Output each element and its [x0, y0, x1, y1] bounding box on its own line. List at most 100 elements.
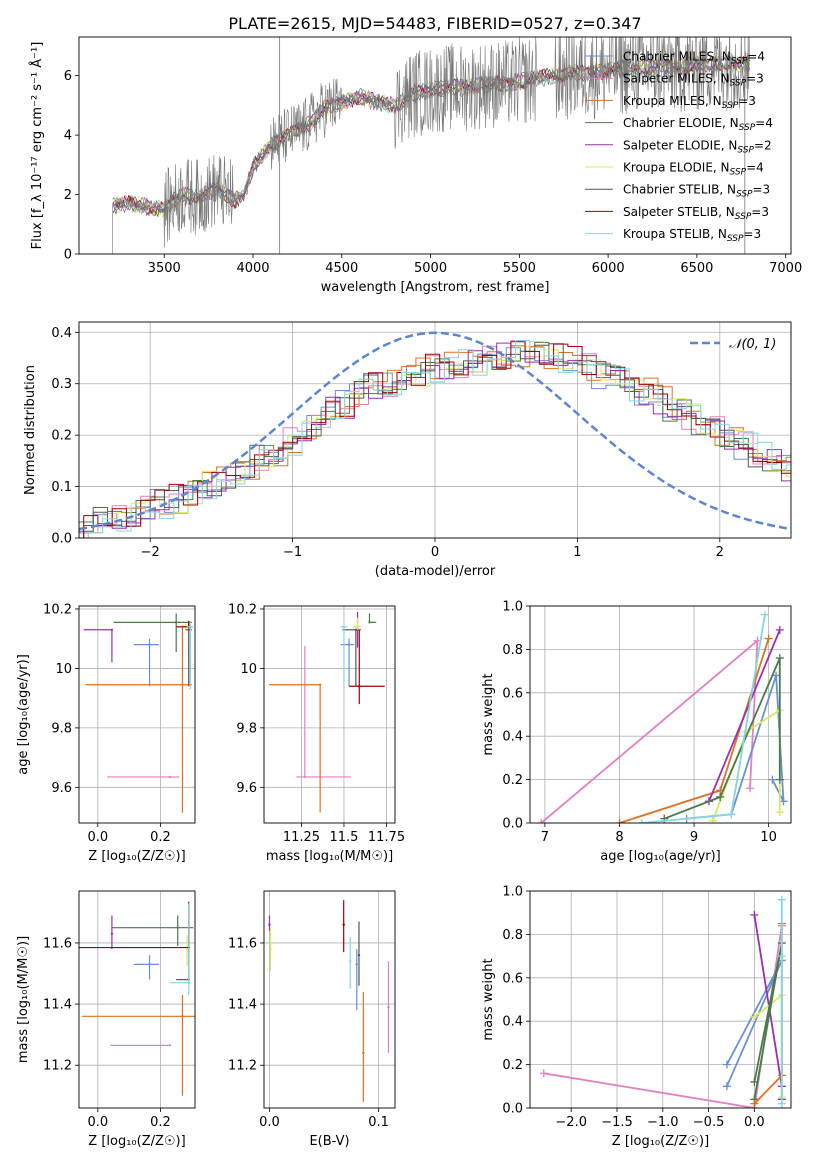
y-tick-label: 9.6: [51, 781, 72, 796]
y-tick-label: 1.0: [502, 885, 523, 900]
weight-marker: [745, 784, 754, 793]
legend-entry: Chabrier STELIB, NSSP=3: [623, 183, 770, 200]
histogram-series: [83, 342, 791, 538]
legend-entry: Salpeter STELIB, NSSP=3: [623, 205, 769, 222]
x-tick-label: 1: [573, 545, 581, 560]
y-tick-label: 0.0: [502, 817, 523, 832]
x-tick-label: 0.1: [368, 1115, 389, 1130]
y-axis-label: mass weight: [481, 673, 496, 755]
weight-marker: [727, 810, 736, 819]
data-spectrum: [112, 37, 750, 254]
chart-ebv_vs_mass: 0.0 0.1 11.2 11.4 11.6 E(B-V): [228, 890, 396, 1149]
x-axis-label: age [log₁₀(age/yr)]: [600, 849, 721, 864]
x-tick-label: 4000: [236, 261, 269, 276]
x-tick-label: 3500: [148, 261, 181, 276]
y-tick-label: 10.2: [228, 602, 257, 617]
y-tick-label: 10.2: [43, 602, 72, 617]
errorbar-point: [168, 775, 172, 779]
x-tick-label: 9: [690, 830, 698, 845]
weight-marker: [768, 775, 777, 784]
y-tick-label: 0.2: [502, 1058, 523, 1073]
chart-residuals: −2 −1 0 1 2 0.0 0.1 0.2 0.3 0.4 (data-model)/error…: [23, 321, 792, 579]
errorbar-point: [148, 643, 151, 646]
y-axis-label: Normed distribution: [23, 365, 38, 495]
y-tick-label: 11.6: [228, 936, 257, 951]
errorbar-point: [362, 1051, 365, 1055]
errorbar-point: [342, 625, 346, 629]
normal-curve: [79, 331, 791, 531]
x-tick-label: 4500: [325, 261, 358, 276]
plot-area: [83, 613, 194, 813]
figure-title: PLATE=2615, MJD=54483, FIBERID=0527, z=0…: [228, 14, 641, 33]
chart-z_vs_mass: 0.0 0.2 11.2 11.4 11.6 Z [log₁₀(Z/Z☉)] mass [l…: [16, 890, 196, 1149]
errorbar-point: [187, 981, 190, 984]
y-tick-label: 0.4: [502, 1015, 523, 1030]
x-tick-label: 10: [760, 830, 777, 845]
weight-marker: [775, 625, 784, 634]
x-tick-label: 11.75: [368, 830, 405, 845]
y-tick-label: 2: [64, 188, 72, 203]
weight-marker: [537, 819, 546, 823]
x-tick-label: 0.0: [87, 1115, 108, 1130]
y-tick-label: 10: [240, 662, 257, 677]
x-tick-label: 0.0: [744, 1115, 765, 1130]
weight-marker: [637, 819, 646, 823]
x-axis-label: wavelength [Angstrom, rest frame]: [321, 280, 550, 295]
x-tick-label: 0.2: [150, 830, 171, 845]
errorbar-point: [269, 947, 272, 951]
legend-entry: Kroupa STELIB, NSSP=3: [623, 227, 761, 244]
y-tick-label: 0.8: [502, 643, 523, 658]
x-tick-label: 7: [541, 830, 549, 845]
y-tick-label: 1.0: [502, 600, 523, 615]
y-tick-label: 11.2: [43, 1059, 72, 1074]
weight-marker: [539, 1069, 548, 1078]
plot-area: [112, 37, 751, 254]
chart-spectrum: 3500 4000 4500 5000 5500 6000 6500 7000 0 2 4 6 wave…: [29, 36, 802, 295]
x-tick-label: 0.0: [259, 1115, 280, 1130]
weight-marker: [779, 797, 788, 806]
y-tick-label: 6: [64, 69, 72, 84]
errorbar-point: [347, 643, 351, 646]
y-tick-label: 0.4: [502, 730, 523, 745]
errorbar-point: [354, 628, 358, 631]
errorbar-point: [181, 683, 184, 686]
histogram-series: [87, 340, 791, 538]
axes-frame: [529, 605, 792, 824]
x-axis-label: Z [log₁₀(Z/Z☉)]: [88, 849, 185, 864]
errorbar-point: [187, 628, 190, 631]
y-tick-label: 0: [64, 248, 72, 263]
x-tick-label: 0.2: [150, 1115, 171, 1130]
y-tick-label: 11.4: [43, 998, 72, 1013]
errorbar-point: [168, 1044, 172, 1047]
errorbar-point: [189, 625, 192, 629]
y-tick-label: 0.2: [502, 773, 523, 788]
x-tick-label: −2: [141, 545, 160, 560]
y-tick-label: 0.3: [51, 377, 72, 392]
weight-marker: [750, 1077, 759, 1086]
x-tick-label: 6000: [592, 261, 625, 276]
weight-marker: [615, 819, 624, 823]
y-tick-label: 9.8: [236, 721, 257, 736]
x-tick-label: 11.5: [329, 830, 358, 845]
errorbar-point: [110, 628, 114, 631]
weight-marker: [775, 808, 784, 817]
y-axis-label: mass [log₁₀(M/M☉)]: [16, 936, 31, 1063]
legend-entry: Chabrier ELODIE, NSSP=4: [623, 116, 773, 133]
weight-marker: [777, 1099, 786, 1108]
y-axis-label: mass weight: [481, 958, 496, 1040]
plot-area: [537, 610, 788, 823]
legend-entry: Chabrier MILES, NSSP=4: [623, 50, 765, 67]
errorbar-point: [303, 775, 307, 779]
weight-marker: [722, 1060, 731, 1069]
x-tick-label: 5500: [503, 261, 536, 276]
legend-entry: Salpeter MILES, NSSP=3: [623, 72, 764, 89]
weight-marker: [760, 610, 769, 619]
x-tick-label: 8: [615, 830, 623, 845]
axes-frame: [263, 605, 396, 824]
y-tick-label: 9.8: [51, 721, 72, 736]
plot-area: [539, 895, 786, 1108]
y-tick-label: 4: [64, 129, 72, 144]
errorbar-point: [176, 926, 179, 929]
errorbar-point: [387, 1005, 390, 1009]
weight-marker: [708, 816, 717, 823]
